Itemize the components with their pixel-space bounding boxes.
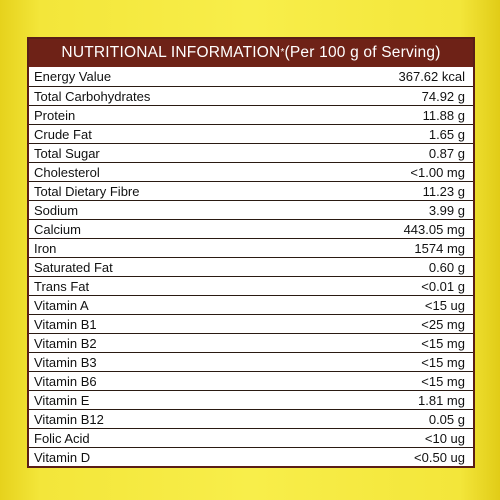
nutrient-label: Vitamin D — [34, 449, 91, 465]
nutrient-value: 0.87 g — [428, 145, 465, 161]
nutrient-label: Saturated Fat — [34, 259, 113, 275]
nutrient-value: <15 mg — [421, 335, 465, 351]
table-row: Cholesterol <1.00 mg — [29, 162, 473, 181]
nutrient-label: Vitamin E — [34, 392, 90, 408]
table-row: Vitamin E 1.81 mg — [29, 390, 473, 409]
nutrient-value: 11.23 g — [422, 183, 465, 199]
table-row: Total Dietary Fibre 11.23 g — [29, 181, 473, 200]
header-asterisk: * — [280, 46, 285, 58]
table-row: Trans Fat <0.01 g — [29, 276, 473, 295]
nutrient-value: 3.99 g — [428, 202, 465, 218]
nutrient-value: 11.88 g — [422, 107, 465, 123]
table-row: Calcium 443.05 mg — [29, 219, 473, 238]
nutrient-value: <15 mg — [421, 373, 465, 389]
table-row: Vitamin A <15 ug — [29, 295, 473, 314]
nutrient-value: <15 mg — [421, 354, 465, 370]
table-row: Saturated Fat 0.60 g — [29, 257, 473, 276]
nutrient-value: 443.05 mg — [403, 221, 465, 237]
nutrient-value: 367.62 kcal — [398, 69, 466, 84]
nutrient-label: Sodium — [34, 202, 79, 218]
nutrient-value: <15 ug — [424, 297, 465, 313]
table-row: Crude Fat 1.65 g — [29, 124, 473, 143]
table-row: Vitamin B6 <15 mg — [29, 371, 473, 390]
nutrient-label: Total Carbohydrates — [34, 88, 151, 104]
nutrient-label: Iron — [34, 240, 57, 256]
nutrient-value: <0.01 g — [421, 278, 465, 294]
nutrition-rows: Energy Value 367.62 kcal Total Carbohydrat… — [29, 67, 473, 466]
nutrient-label: Energy Value — [34, 69, 112, 84]
nutrient-label: Vitamin B6 — [34, 373, 97, 389]
nutrient-label: Vitamin B3 — [34, 354, 97, 370]
nutrient-value: 74.92 g — [421, 88, 465, 104]
nutrient-value: <1.00 mg — [410, 164, 465, 180]
nutrient-label: Cholesterol — [34, 164, 100, 180]
table-row: Energy Value 367.62 kcal — [29, 67, 473, 86]
table-row: Iron 1574 mg — [29, 238, 473, 257]
nutrient-label: Crude Fat — [34, 126, 92, 142]
nutrient-label: Total Sugar — [34, 145, 100, 161]
nutrient-value: 1.81 mg — [418, 392, 465, 408]
table-row: Protein 11.88 g — [29, 105, 473, 124]
table-row: Vitamin B1 <25 mg — [29, 314, 473, 333]
nutrient-value: <10 ug — [424, 430, 465, 446]
table-row: Sodium 3.99 g — [29, 200, 473, 219]
nutrient-value: 0.60 g — [428, 259, 465, 275]
nutrient-label: Vitamin A — [34, 297, 89, 313]
nutrient-value: 1.65 g — [428, 126, 465, 142]
nutrient-value: 1574 mg — [414, 240, 465, 256]
table-row: Vitamin B12 0.05 g — [29, 409, 473, 428]
header-subtitle: (Per 100 g of Serving) — [284, 44, 441, 61]
nutrient-label: Vitamin B1 — [34, 316, 97, 332]
nutrient-value: <25 mg — [421, 316, 465, 332]
nutrient-label: Calcium — [34, 221, 81, 237]
nutrient-value: 0.05 g — [428, 411, 465, 427]
nutrient-label: Vitamin B12 — [34, 411, 104, 427]
table-row: Vitamin B3 <15 mg — [29, 352, 473, 371]
nutrient-label: Vitamin B2 — [34, 335, 97, 351]
table-row: Folic Acid <10 ug — [29, 428, 473, 447]
nutrient-label: Trans Fat — [34, 278, 90, 294]
table-row: Vitamin D <0.50 ug — [29, 447, 473, 466]
nutrition-header: NUTRITIONAL INFORMATION * (Per 100 g of S… — [29, 39, 473, 67]
table-row: Total Carbohydrates 74.92 g — [29, 86, 473, 105]
nutrient-label: Protein — [34, 107, 76, 123]
nutrition-panel: NUTRITIONAL INFORMATION * (Per 100 g of S… — [27, 37, 475, 468]
nutrient-label: Total Dietary Fibre — [34, 183, 140, 199]
table-row: Vitamin B2 <15 mg — [29, 333, 473, 352]
nutrient-value: <0.50 ug — [414, 449, 465, 465]
nutrient-label: Folic Acid — [34, 430, 90, 446]
table-row: Total Sugar 0.87 g — [29, 143, 473, 162]
header-title: NUTRITIONAL INFORMATION — [61, 44, 281, 61]
